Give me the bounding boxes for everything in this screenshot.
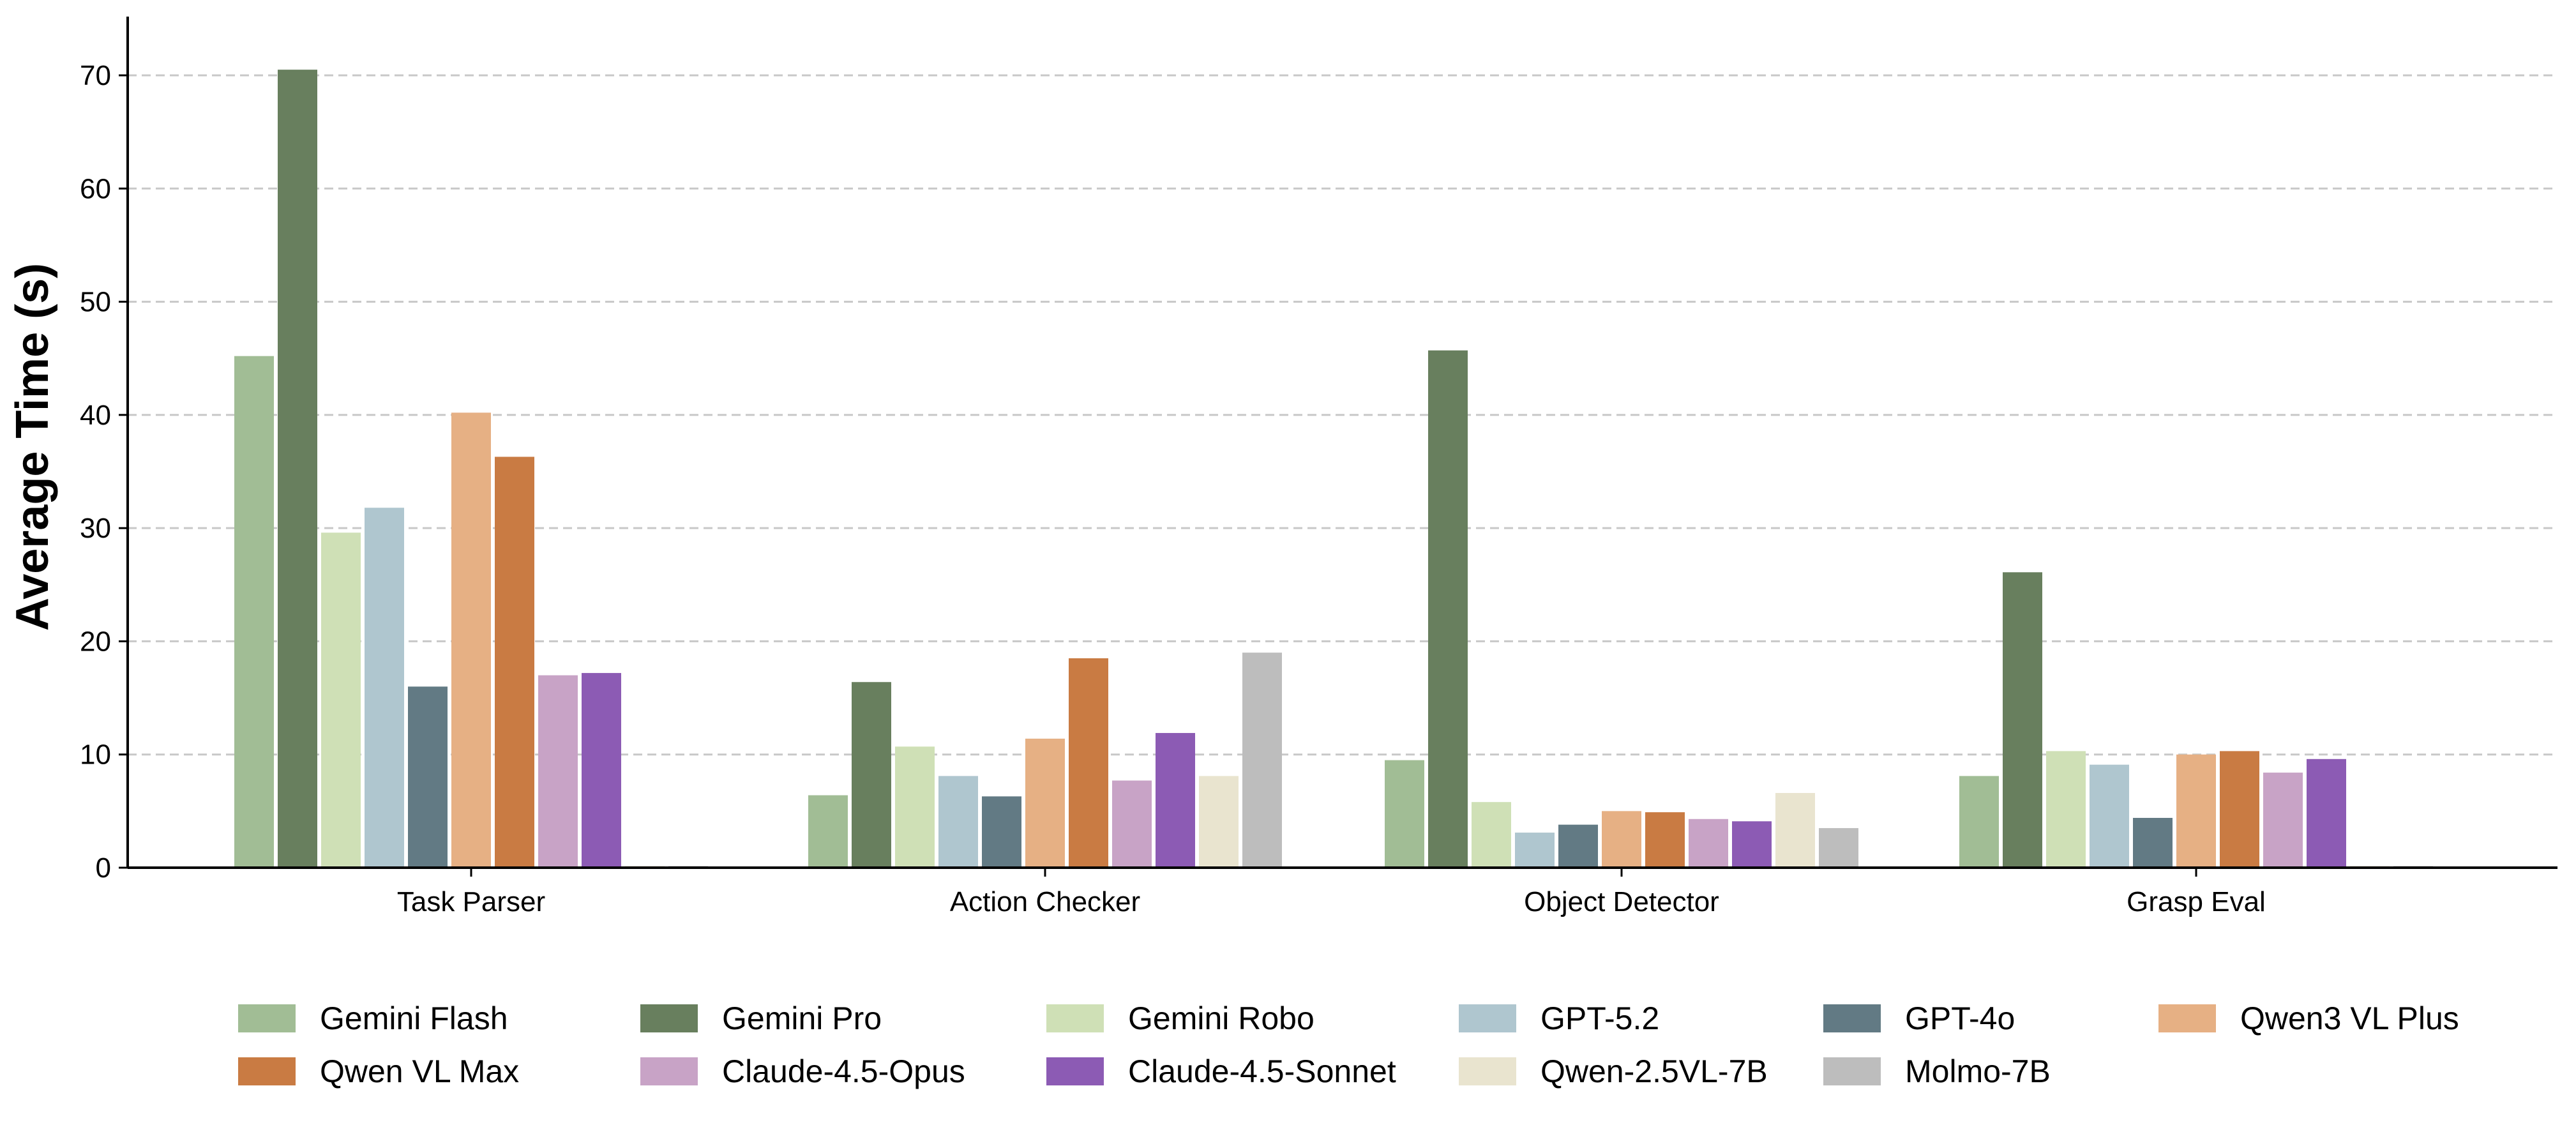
bar-claude-4-5-sonnet [1732,821,1772,868]
legend-label: GPT-5.2 [1540,1000,1659,1036]
y-tick-label: 10 [80,739,111,771]
bar-gpt-5-2 [2090,764,2129,868]
y-tick-label: 60 [80,173,111,204]
bar-gemini-pro [852,682,891,868]
bar-gemini-flash [234,356,274,868]
legend: Gemini Flash Gemini Pro Gemini Robo GPT-5.2… [238,1000,2459,1089]
y-tick-label: 70 [80,60,111,91]
bars [234,70,2433,868]
legend-swatch [1823,1057,1881,1085]
bar-qwen-2-5vl-7b [1199,776,1239,868]
legend-label: Gemini Pro [722,1000,882,1036]
legend-swatch [1046,1057,1104,1085]
y-tick-label: 30 [80,513,111,544]
bar-gemini-flash [1959,776,1999,868]
bar-qwen-vl-max [1645,812,1685,868]
legend-swatch [2158,1004,2216,1032]
x-tick-label: Object Detector [1524,886,1719,917]
legend-swatch [640,1057,698,1085]
y-tick-label: 40 [80,400,111,431]
bar-gemini-pro [1428,350,1468,868]
x-tick-label: Task Parser [397,886,545,917]
y-axis-label: Average Time (s) [7,263,58,631]
bar-claude-4-5-opus [1689,819,1728,868]
legend-label: GPT-4o [1905,1000,2015,1036]
legend-label: Molmo-7B [1905,1053,2051,1089]
bar-gpt-4o [2133,817,2173,868]
bar-gemini-robo [895,746,935,868]
legend-label: Qwen VL Max [320,1053,519,1089]
bar-claude-4-5-opus [1112,780,1152,868]
bar-gemini-pro [278,70,317,868]
x-tick-label: Grasp Eval [2127,886,2266,917]
bar-qwen-vl-max [2220,751,2259,868]
bar-gemini-flash [1385,760,1424,868]
bar-gpt-4o [982,796,1021,868]
bar-qwen3-vl-plus [1025,738,1065,868]
legend-label: Gemini Flash [320,1000,508,1036]
bar-qwen-vl-max [1069,658,1108,868]
bar-qwen3-vl-plus [451,412,491,868]
grid-lines [128,74,2557,756]
bar-gemini-flash [808,795,848,868]
y-tick-label: 20 [80,626,111,657]
legend-label: Qwen3 VL Plus [2240,1000,2459,1036]
y-tick-label: 50 [80,287,111,318]
legend-swatch [640,1004,698,1032]
bar-molmo-7b [1819,827,1858,868]
bar-gpt-5-2 [938,776,978,868]
bar-gpt-5-2 [365,508,404,868]
legend-swatch [1823,1004,1881,1032]
x-tick-label: Action Checker [950,886,1140,917]
legend-swatch [238,1004,296,1032]
legend-label: Claude-4.5-Sonnet [1128,1053,1396,1089]
bar-claude-4-5-sonnet [2307,759,2346,868]
bar-gpt-5-2 [1515,833,1555,868]
bar-gemini-robo [2046,751,2086,868]
axes: 0 10 20 30 40 50 60 70 Task Parser Action Checker… [80,17,2557,917]
bar-gemini-robo [1472,802,1511,868]
legend-swatch [238,1057,296,1085]
legend-label: Claude-4.5-Opus [722,1053,965,1089]
bar-gpt-4o [1558,824,1598,868]
legend-label: Qwen-2.5VL-7B [1540,1053,1768,1089]
bar-claude-4-5-opus [538,675,578,868]
bar-qwen-vl-max [495,457,534,868]
legend-label: Gemini Robo [1128,1000,1314,1036]
bar-gpt-4o [408,686,448,868]
bar-claude-4-5-opus [2263,773,2303,868]
legend-swatch [1459,1057,1516,1085]
bar-molmo-7b [1242,653,1282,868]
bar-gemini-pro [2003,572,2042,868]
bar-gemini-robo [321,532,361,868]
bar-qwen-2-5vl-7b [1775,792,1815,868]
bar-claude-4-5-sonnet [1156,733,1195,868]
legend-swatch [1459,1004,1516,1032]
bar-claude-4-5-sonnet [582,673,621,868]
legend-swatch [1046,1004,1104,1032]
bar-qwen3-vl-plus [1602,811,1641,868]
bar-qwen3-vl-plus [2176,754,2216,868]
y-tick-label: 0 [96,852,111,884]
